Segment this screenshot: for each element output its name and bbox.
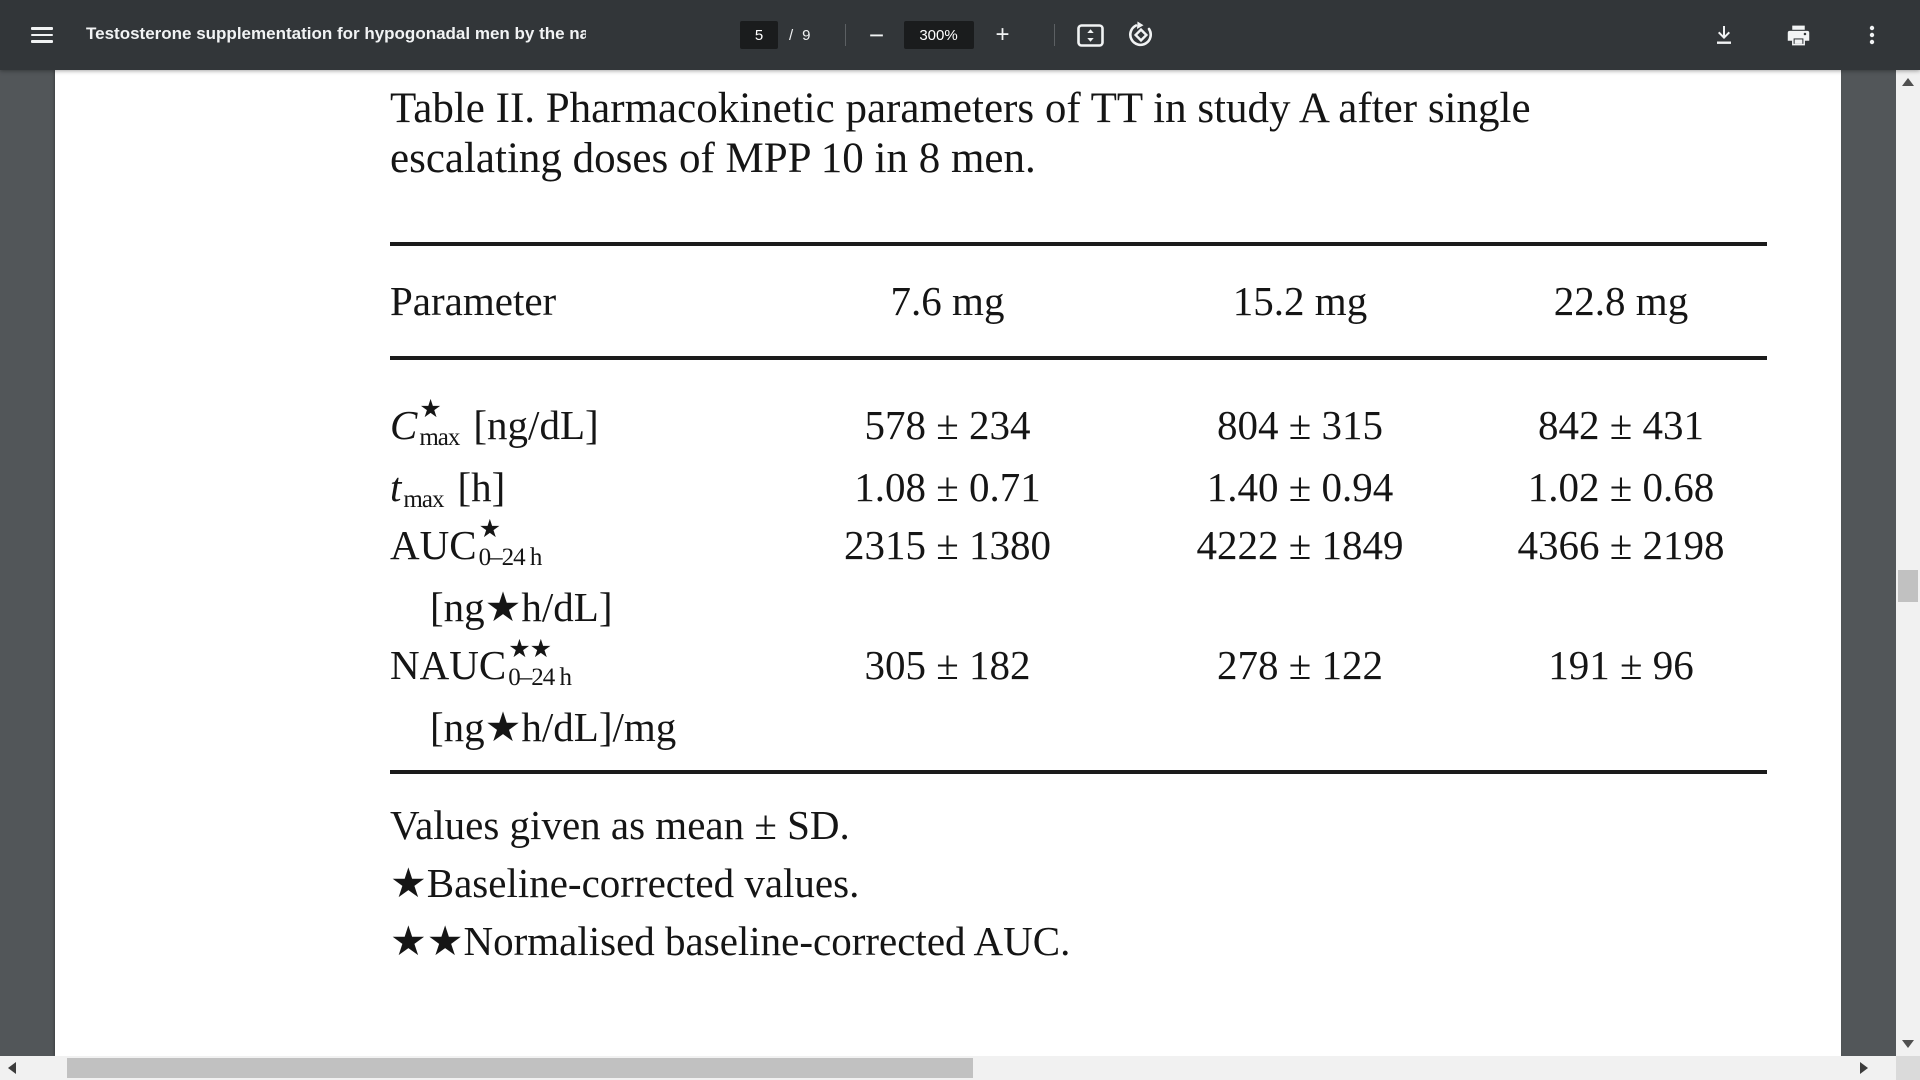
subscript: 0–24 h: [508, 664, 572, 691]
fit-to-page-button[interactable]: [1071, 17, 1111, 53]
zoom-out-button[interactable]: −: [860, 18, 894, 52]
zoom-level-display[interactable]: 300%: [903, 21, 974, 49]
cell-value: 305 ± 182: [864, 642, 1031, 688]
column-header-dose1: 7.6 mg: [890, 278, 1005, 324]
footnote-mean-sd: Values given as mean ± SD.: [390, 802, 850, 848]
rotate-counterclockwise-icon: [1128, 21, 1152, 47]
pdf-toolbar: Testosterone supplementation for hypogon…: [0, 0, 1920, 70]
table-caption: Table II. Pharmacokinetic parameters of …: [390, 84, 1531, 184]
superscript-double-star: ★★: [508, 636, 552, 663]
print-icon: [1787, 25, 1809, 45]
parameter-tmax: t max [h]: [390, 464, 506, 513]
cell-value: 1.08 ± 0.71: [854, 464, 1041, 510]
download-button[interactable]: [1706, 17, 1742, 53]
table-row: AUC ★ 0–24 h 2315 ± 1380 4222 ± 1849 436…: [390, 516, 1767, 574]
superscript-star: ★: [478, 516, 501, 543]
parameter-auc: AUC ★ 0–24 h: [390, 516, 543, 571]
column-header-parameter: Parameter: [390, 278, 557, 324]
parameter-unit: [ng/dL]: [473, 402, 599, 448]
parameter-nauc: NAUC ★★ 0–24 h: [390, 636, 572, 691]
toolbar-right-actions: [1706, 0, 1890, 70]
scroll-right-icon[interactable]: [1860, 1062, 1868, 1074]
vertical-scrollbar-thumb[interactable]: [1898, 570, 1918, 602]
parameter-auc-unit-line: [ng★h/dL]: [430, 584, 613, 630]
parameter-cmax: C ★ max [ng/dL]: [390, 396, 599, 451]
page-total: 9: [802, 26, 811, 44]
superscript-star: ★: [419, 396, 441, 423]
table-rule-bottom: [390, 770, 1767, 774]
fit-to-page-icon: [1077, 23, 1104, 47]
table-row: t max [h] 1.08 ± 0.71 1.40 ± 0.94 1.02 ±…: [390, 458, 1767, 516]
pdf-page: Table II. Pharmacokinetic parameters of …: [55, 70, 1841, 1056]
scrollbar-corner: [1896, 1056, 1920, 1080]
table-caption-line1: Table II. Pharmacokinetic parameters of …: [390, 85, 1531, 132]
column-header-dose2: 15.2 mg: [1232, 278, 1368, 324]
hamburger-icon: [31, 26, 53, 30]
vertical-scrollbar[interactable]: [1896, 70, 1920, 1056]
print-button[interactable]: [1780, 17, 1816, 53]
scroll-up-icon[interactable]: [1902, 78, 1914, 86]
more-vertical-icon: [1869, 25, 1875, 45]
footnote-normalised-auc: ★★Normalised baseline-corrected AUC.: [390, 918, 1071, 964]
document-title: Testosterone supplementation for hypogon…: [86, 24, 586, 43]
cell-value: 1.40 ± 0.94: [1206, 464, 1394, 510]
page-and-zoom-controls: / 9 − 300% +: [740, 0, 1161, 70]
page-number-input[interactable]: [740, 21, 778, 49]
cell-value: 4222 ± 1849: [1196, 522, 1404, 568]
footnote-baseline-corrected: ★Baseline-corrected values.: [390, 860, 860, 906]
table-footnotes: Values given as mean ± SD. ★Baseline-cor…: [390, 796, 1070, 970]
parameter-unit: [h]: [457, 464, 506, 510]
document-content: Table II. Pharmacokinetic parameters of …: [390, 70, 1767, 1056]
cell-value: 578 ± 234: [864, 402, 1031, 448]
scroll-down-icon[interactable]: [1902, 1040, 1914, 1048]
table-caption-line2: escalating doses of MPP 10 in 8 men.: [390, 135, 1036, 182]
column-header-dose3: 22.8 mg: [1553, 278, 1689, 324]
subscript: max: [419, 424, 460, 451]
rotate-button[interactable]: [1121, 17, 1161, 53]
table-rule-top: [390, 242, 1767, 246]
cell-value: 804 ± 315: [1216, 402, 1383, 448]
cell-value: 191 ± 96: [1548, 642, 1694, 688]
cell-value: 4366 ± 2198: [1517, 522, 1725, 568]
pdf-viewer-canvas: Table II. Pharmacokinetic parameters of …: [0, 70, 1896, 1056]
menu-button[interactable]: [24, 17, 60, 53]
table-row: C ★ max [ng/dL] 578 ± 234 804 ± 315 842 …: [390, 396, 1767, 454]
horizontal-scrollbar-thumb[interactable]: [67, 1058, 973, 1078]
subscript: max: [403, 486, 444, 513]
table-header-row: Parameter 7.6 mg 15.2 mg 22.8 mg: [390, 271, 1767, 331]
cell-value: 1.02 ± 0.68: [1527, 464, 1715, 510]
cell-value: 278 ± 122: [1216, 642, 1383, 688]
more-options-button[interactable]: [1854, 17, 1890, 53]
toolbar-divider: [844, 24, 846, 46]
subscript: 0–24 h: [478, 544, 543, 571]
cell-value: 842 ± 431: [1537, 402, 1704, 448]
table-row: NAUC ★★ 0–24 h 305 ± 182 278 ± 122 191 ±…: [390, 636, 1767, 694]
table-rule-mid: [390, 356, 1767, 360]
zoom-in-button[interactable]: +: [986, 18, 1020, 52]
page-separator: /: [789, 26, 794, 44]
scroll-left-icon[interactable]: [8, 1062, 16, 1074]
parameter-nauc-unit-line: [ng★h/dL]/mg: [430, 704, 677, 750]
toolbar-divider: [1053, 24, 1055, 46]
horizontal-scrollbar[interactable]: [0, 1056, 1896, 1080]
cell-value: 2315 ± 1380: [843, 522, 1051, 568]
download-icon: [1717, 26, 1731, 44]
